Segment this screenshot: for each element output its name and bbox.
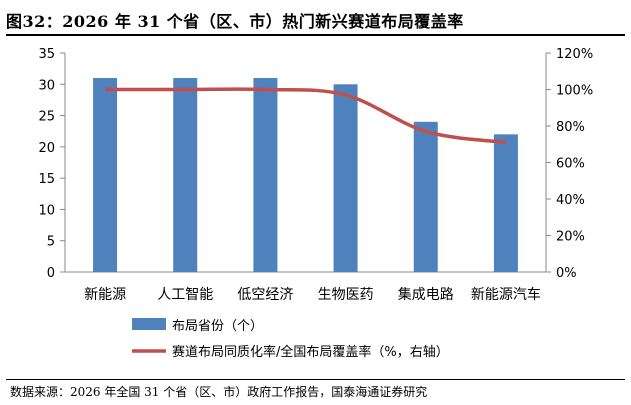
right-tick-label: 80% — [556, 120, 585, 135]
left-tick-label: 30 — [38, 78, 55, 93]
bottom-divider — [6, 379, 625, 380]
tick-labels: 0 5 10 15 20 25 30 35 0% 20% 40% 60% 80% 100% 120% 新能源 人… — [38, 47, 593, 303]
left-tick-label: 0 — [47, 266, 55, 281]
right-tick-label: 60% — [556, 157, 585, 172]
legend: 布局省份（个） 赛道布局同质化率/全国布局覆盖率（%，右轴） — [132, 318, 449, 360]
category-label: 新能源 — [84, 287, 126, 303]
category-label: 生物医药 — [318, 287, 374, 303]
left-tick-label: 15 — [38, 172, 55, 187]
bar — [413, 121, 438, 272]
bar — [93, 78, 118, 273]
chart-title: 图32：2026 年 31 个省（区、市）热门新兴赛道布局覆盖率 — [6, 12, 464, 31]
category-label: 低空经济 — [237, 287, 293, 303]
line-layer — [104, 87, 507, 145]
bar — [493, 134, 518, 272]
bar — [333, 84, 358, 273]
axes — [60, 52, 551, 273]
right-tick-label: 20% — [556, 230, 585, 245]
legend-swatch-bar — [132, 318, 166, 330]
left-tick-label: 25 — [38, 110, 55, 125]
legend-label-line: 赛道布局同质化率/全国布局覆盖率（%，右轴） — [172, 344, 449, 360]
left-tick-label: 35 — [38, 47, 55, 62]
bar — [173, 78, 198, 273]
coverage-line — [105, 87, 507, 145]
category-label: 集成电路 — [398, 286, 454, 303]
bar — [253, 78, 278, 273]
category-label: 新能源汽车 — [471, 286, 541, 303]
category-label: 人工智能 — [157, 287, 213, 303]
right-tick-label: 40% — [556, 193, 585, 208]
left-tick-label: 20 — [38, 141, 55, 156]
source-note: 数据来源：2026 年全国 31 个省（区、市）政府工作报告，国泰海通证券研究 — [10, 385, 428, 399]
bars-layer — [93, 78, 518, 273]
right-tick-label: 0% — [556, 266, 577, 281]
left-tick-label: 10 — [38, 203, 55, 218]
top-divider — [6, 34, 625, 36]
legend-label-bar: 布局省份（个） — [172, 319, 263, 334]
right-tick-label: 120% — [556, 47, 593, 62]
left-tick-label: 5 — [47, 235, 55, 250]
right-tick-label: 100% — [556, 84, 593, 99]
